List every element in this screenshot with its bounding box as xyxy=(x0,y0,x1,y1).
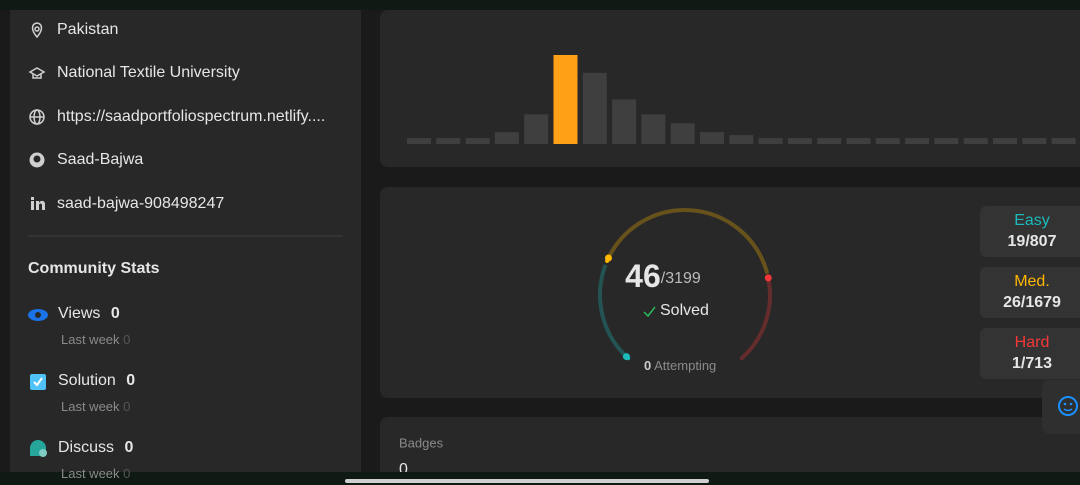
bar xyxy=(758,138,783,144)
bar xyxy=(787,138,812,144)
bar xyxy=(700,132,724,144)
badges-count: 0 xyxy=(399,461,408,478)
stat: Views 0 xyxy=(58,305,120,322)
level-total: 713 xyxy=(1025,355,1052,372)
stat-label: Views xyxy=(58,305,100,322)
stat-sub: Last week 0 xyxy=(61,399,130,414)
badges-title: Badges xyxy=(399,435,444,450)
bar xyxy=(465,138,490,144)
chat-button[interactable] xyxy=(1042,380,1080,434)
home-indicator xyxy=(345,479,709,483)
discuss-icon xyxy=(30,440,47,457)
level-count: 19/807 xyxy=(1008,233,1057,250)
check-icon xyxy=(643,306,656,318)
github[interactable]: Saad-Bajwa xyxy=(57,151,143,168)
solved: 46 xyxy=(625,258,661,294)
solved-label: Solved xyxy=(660,302,709,319)
stat-label: Solution xyxy=(58,372,116,389)
solved-count: 46/3199 xyxy=(625,258,701,294)
bar xyxy=(670,123,695,144)
level-count: 26/1679 xyxy=(1003,294,1061,311)
bar xyxy=(817,138,842,144)
bar xyxy=(1022,138,1047,144)
sub-label: Last week xyxy=(61,399,120,414)
bar xyxy=(934,138,959,144)
linkedin[interactable]: saad-bajwa-908498247 xyxy=(57,195,224,212)
badges-card xyxy=(380,417,1080,485)
sub-label: Last week xyxy=(61,332,120,347)
section-title: Community Stats xyxy=(28,260,160,277)
github-icon xyxy=(29,152,45,168)
website-icon xyxy=(29,109,45,125)
school-icon xyxy=(28,67,46,79)
bar xyxy=(641,114,666,144)
bar xyxy=(905,138,930,144)
level-solved: 19 xyxy=(1008,233,1026,250)
separator: / xyxy=(661,270,666,287)
separator: / xyxy=(1021,294,1026,311)
separator: / xyxy=(1025,233,1030,250)
attempting-label: Attempting xyxy=(654,358,716,373)
chat-icon xyxy=(1058,396,1078,416)
left-panel xyxy=(10,10,361,472)
sub-value: 0 xyxy=(123,399,130,414)
stat-sub: Last week 0 xyxy=(61,466,130,481)
bar xyxy=(524,114,549,144)
progress-dot xyxy=(622,353,630,361)
sub-value: 0 xyxy=(123,466,130,481)
stat-value: 0 xyxy=(111,305,120,322)
level-total: 1679 xyxy=(1025,294,1061,311)
nav-strip xyxy=(0,472,1080,485)
bar xyxy=(963,138,988,144)
level-solved: 26 xyxy=(1003,294,1021,311)
linkedin-icon xyxy=(31,197,45,210)
bar xyxy=(407,138,431,144)
bar xyxy=(729,135,754,144)
attempting: 0 Attempting xyxy=(644,358,716,373)
level-box xyxy=(980,206,1080,257)
sub-label: Last week xyxy=(61,466,120,481)
location: Pakistan xyxy=(57,21,118,38)
school: National Textile University xyxy=(57,64,240,81)
level-box xyxy=(980,328,1080,379)
total: 3199 xyxy=(665,270,701,287)
level-name: Hard xyxy=(1015,334,1050,351)
level-track xyxy=(739,275,772,361)
level-box xyxy=(980,267,1080,318)
stat: Discuss 0 xyxy=(58,439,133,456)
stat-value: 0 xyxy=(124,439,133,456)
level-solved: 1 xyxy=(1012,355,1021,372)
progress-dot xyxy=(604,254,612,262)
progress-dot xyxy=(764,274,772,282)
separator: / xyxy=(1021,355,1026,372)
status-strip xyxy=(0,0,1080,10)
sub-value: 0 xyxy=(123,332,130,347)
bar xyxy=(993,138,1017,144)
stat-label: Discuss xyxy=(58,439,114,456)
bar xyxy=(553,55,578,144)
website[interactable]: https://saadportfoliospectrum.netlify...… xyxy=(57,108,325,125)
solution-icon xyxy=(30,374,46,390)
level-track xyxy=(605,208,769,274)
bar xyxy=(1051,138,1076,144)
bar xyxy=(612,99,637,144)
location-icon xyxy=(31,22,43,39)
bar xyxy=(494,132,519,144)
level-track xyxy=(598,264,631,361)
bar xyxy=(875,138,900,144)
progress-card xyxy=(380,187,1080,398)
stat-sub: Last week 0 xyxy=(61,332,130,347)
bar xyxy=(582,72,607,144)
level-count: 1/713 xyxy=(1012,355,1052,372)
attempting-count: 0 xyxy=(644,358,651,373)
views-icon xyxy=(28,309,48,321)
stat: Solution 0 xyxy=(58,372,135,389)
level-total: 807 xyxy=(1030,233,1057,250)
level-name: Easy xyxy=(1014,212,1050,229)
bar xyxy=(436,138,461,144)
bar xyxy=(846,138,871,144)
stat-value: 0 xyxy=(126,372,135,389)
level-name: Med. xyxy=(1014,273,1050,290)
